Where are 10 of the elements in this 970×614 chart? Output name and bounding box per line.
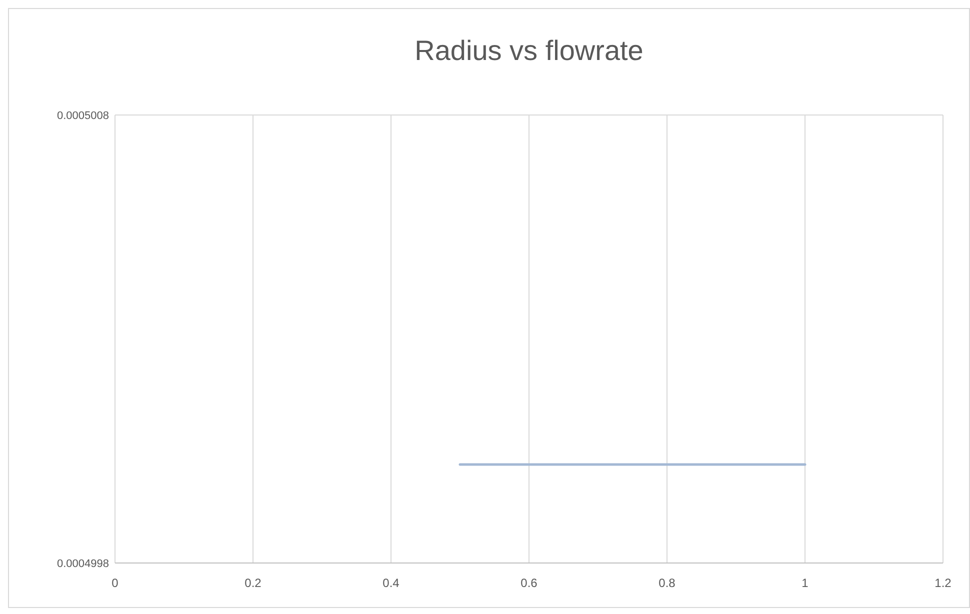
x-tick-label: 0.8 [658, 576, 676, 590]
x-tick-label: 0.4 [382, 576, 400, 590]
x-tick-label: 1.2 [934, 576, 952, 590]
x-tick-label: 0.2 [244, 576, 262, 590]
chart-title: Radius vs flowrate [414, 35, 644, 66]
x-tick-label: 0 [112, 576, 119, 590]
y-tick-label: 0.0004998 [57, 558, 109, 570]
x-tick-label: 0.6 [520, 576, 538, 590]
x-tick-label: 1 [802, 576, 809, 590]
y-tick-label: 0.0005008 [57, 110, 109, 122]
